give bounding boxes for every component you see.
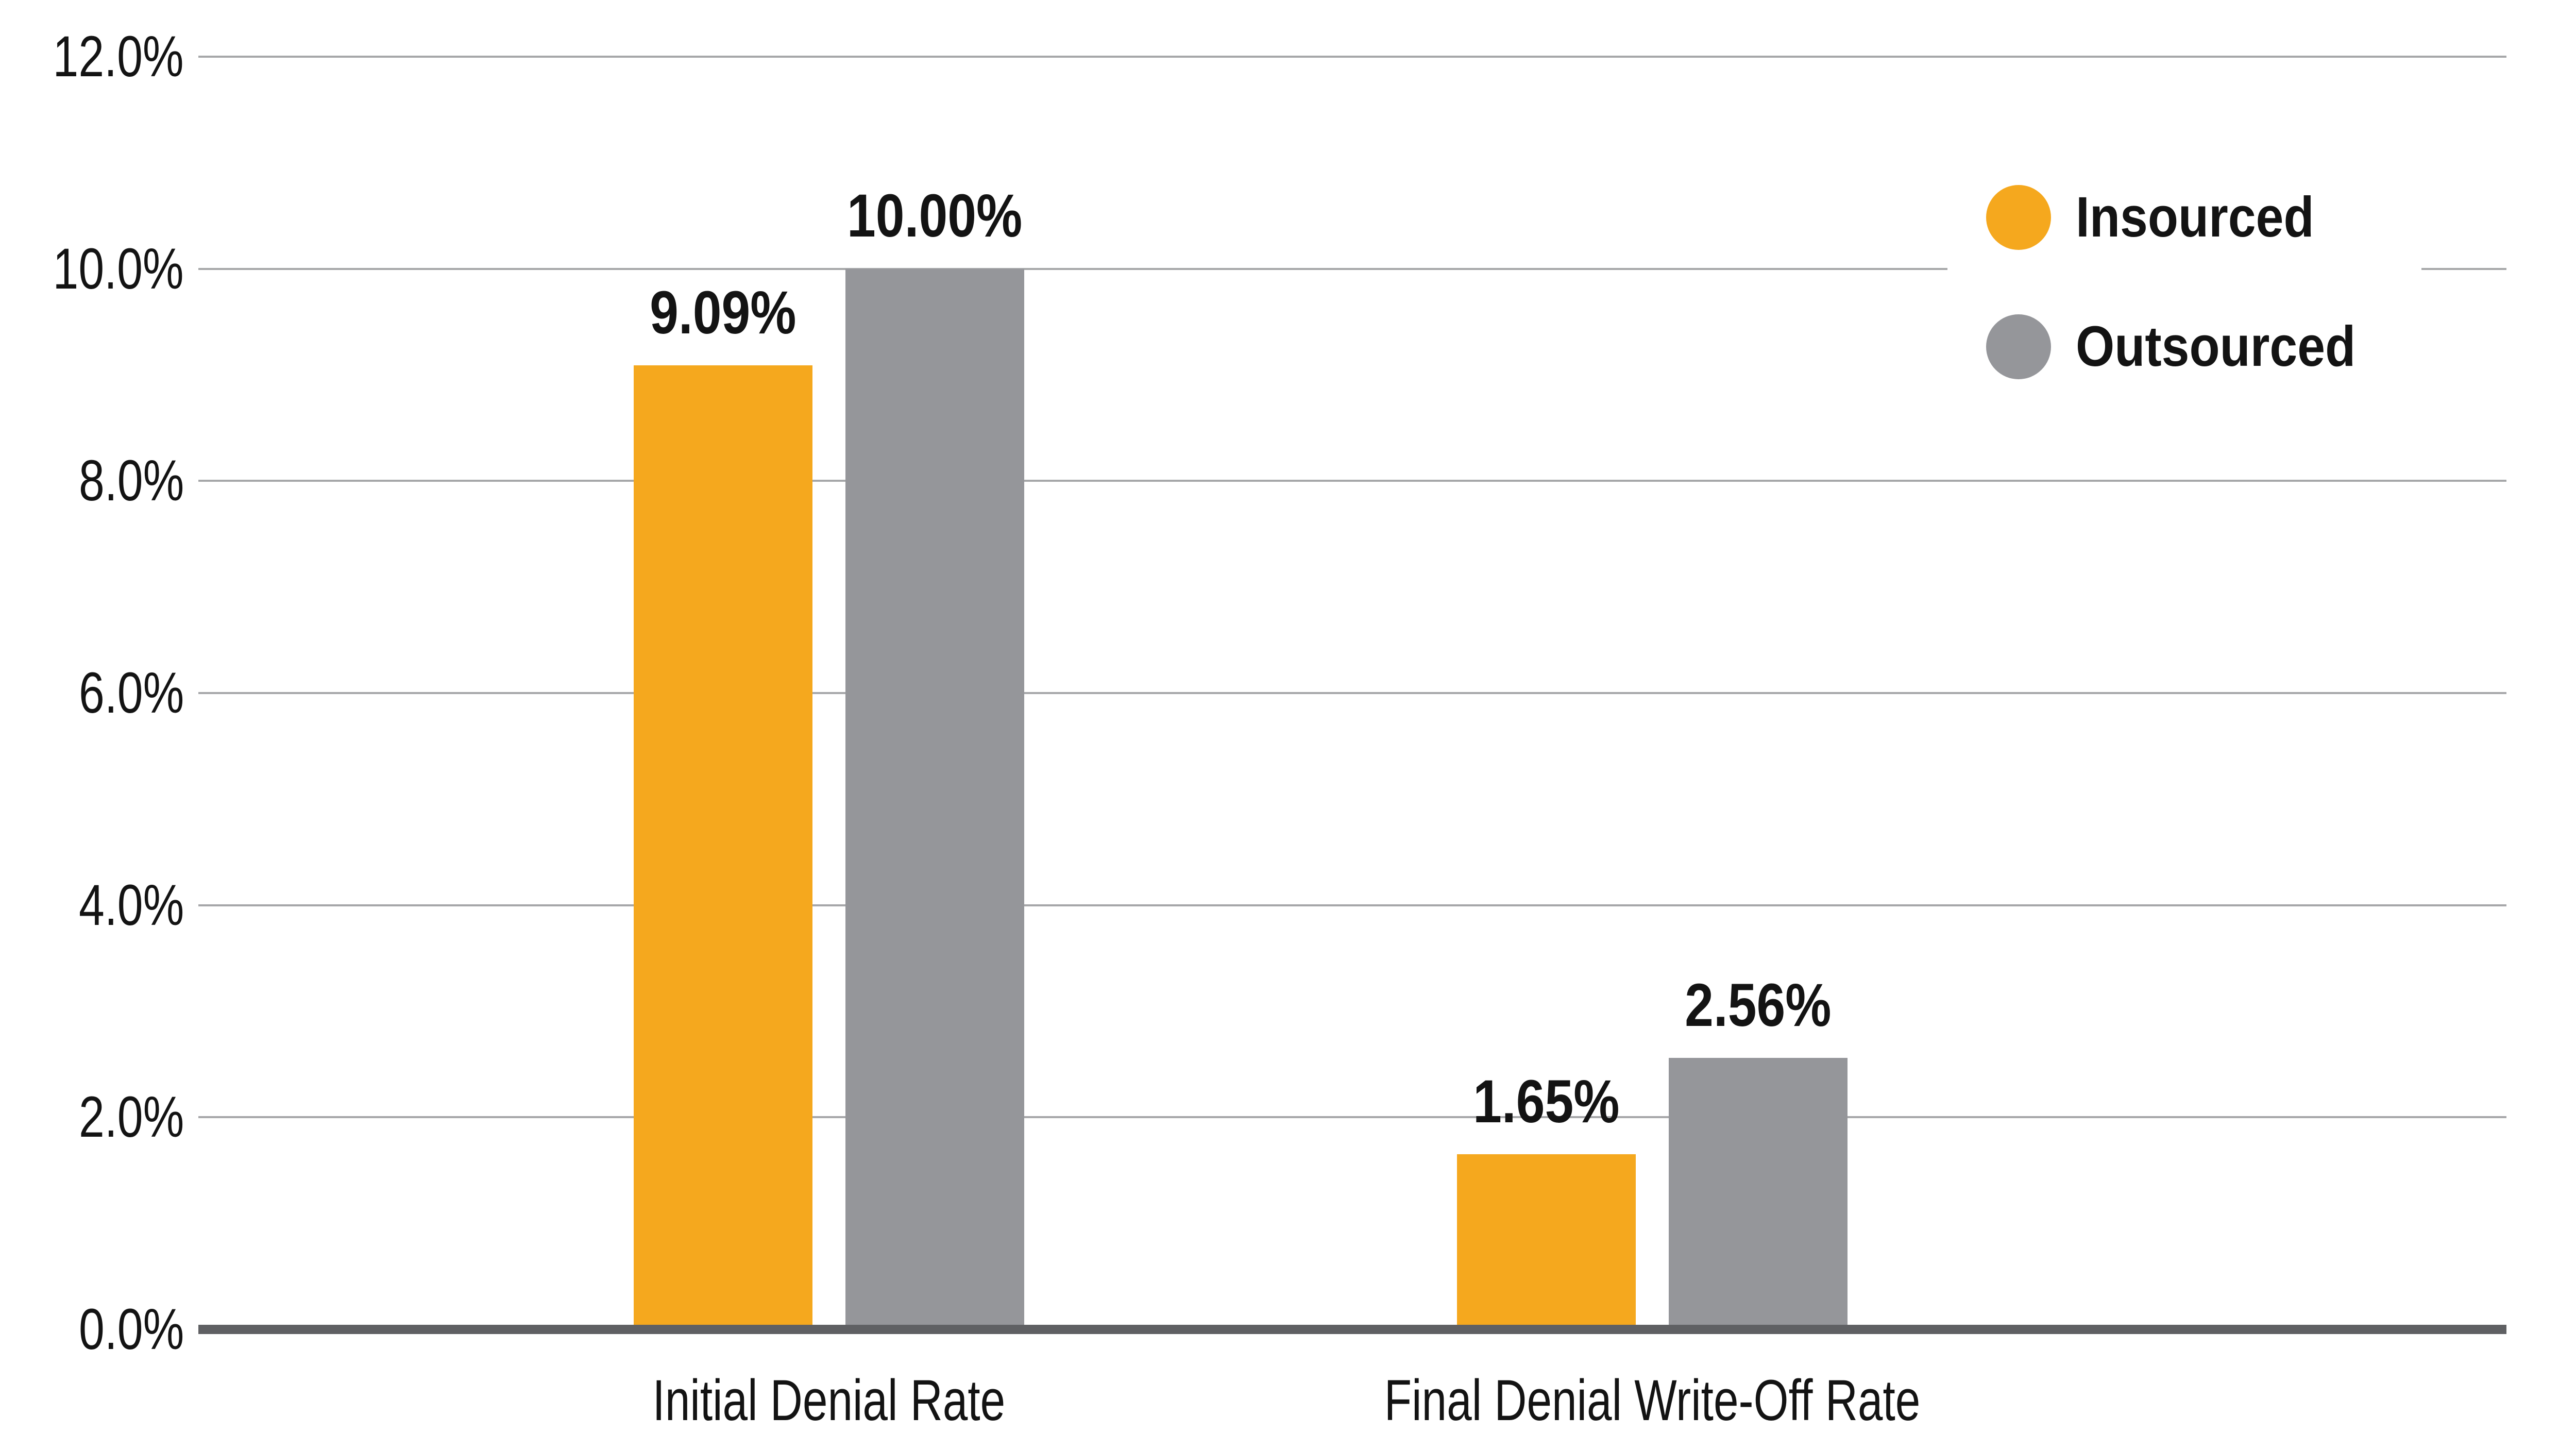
legend-label-outsourced: Outsourced: [2076, 315, 2356, 378]
y-axis-tick-label: 12.0%: [53, 24, 184, 89]
bar-value-label: 1.65%: [1473, 1068, 1620, 1136]
x-axis-baseline: [198, 1325, 2506, 1334]
legend-label-insourced: Insourced: [2076, 186, 2314, 249]
gridline-6pct: [198, 692, 2506, 694]
bar-value-label: 2.56%: [1685, 971, 1832, 1039]
legend: Insourced Outsourced: [1947, 165, 2421, 407]
x-axis-category-label: Initial Denial Rate: [652, 1368, 1006, 1432]
insourced-swatch-circle-icon: [1986, 185, 2051, 250]
bar-insourced-initial-denial: [634, 365, 812, 1325]
gridline-2pct: [198, 1116, 2506, 1119]
gridline-8pct: [198, 480, 2506, 482]
y-axis-tick-label: 0.0%: [78, 1297, 184, 1361]
gridline-12pct: [198, 56, 2506, 58]
y-axis-tick-label: 6.0%: [78, 661, 184, 725]
bar-value-label: 9.09%: [650, 278, 796, 347]
outsourced-swatch-circle-icon: [1986, 314, 2051, 379]
bar-value-label: 10.00%: [847, 182, 1023, 250]
gridline-4pct: [198, 904, 2506, 906]
bar-outsourced-final-denial-write-off: [1669, 1058, 1848, 1325]
y-axis-tick-label: 8.0%: [78, 448, 184, 513]
bar-insourced-final-denial-write-off: [1457, 1154, 1636, 1325]
y-axis-tick-label: 2.0%: [78, 1085, 184, 1150]
y-axis-tick-label: 4.0%: [78, 872, 184, 937]
x-axis-category-label: Final Denial Write-Off Rate: [1384, 1368, 1921, 1432]
bar-outsourced-initial-denial: [845, 268, 1024, 1325]
gridline-10pct: [198, 267, 2506, 270]
y-axis-tick-label: 10.0%: [53, 236, 184, 301]
